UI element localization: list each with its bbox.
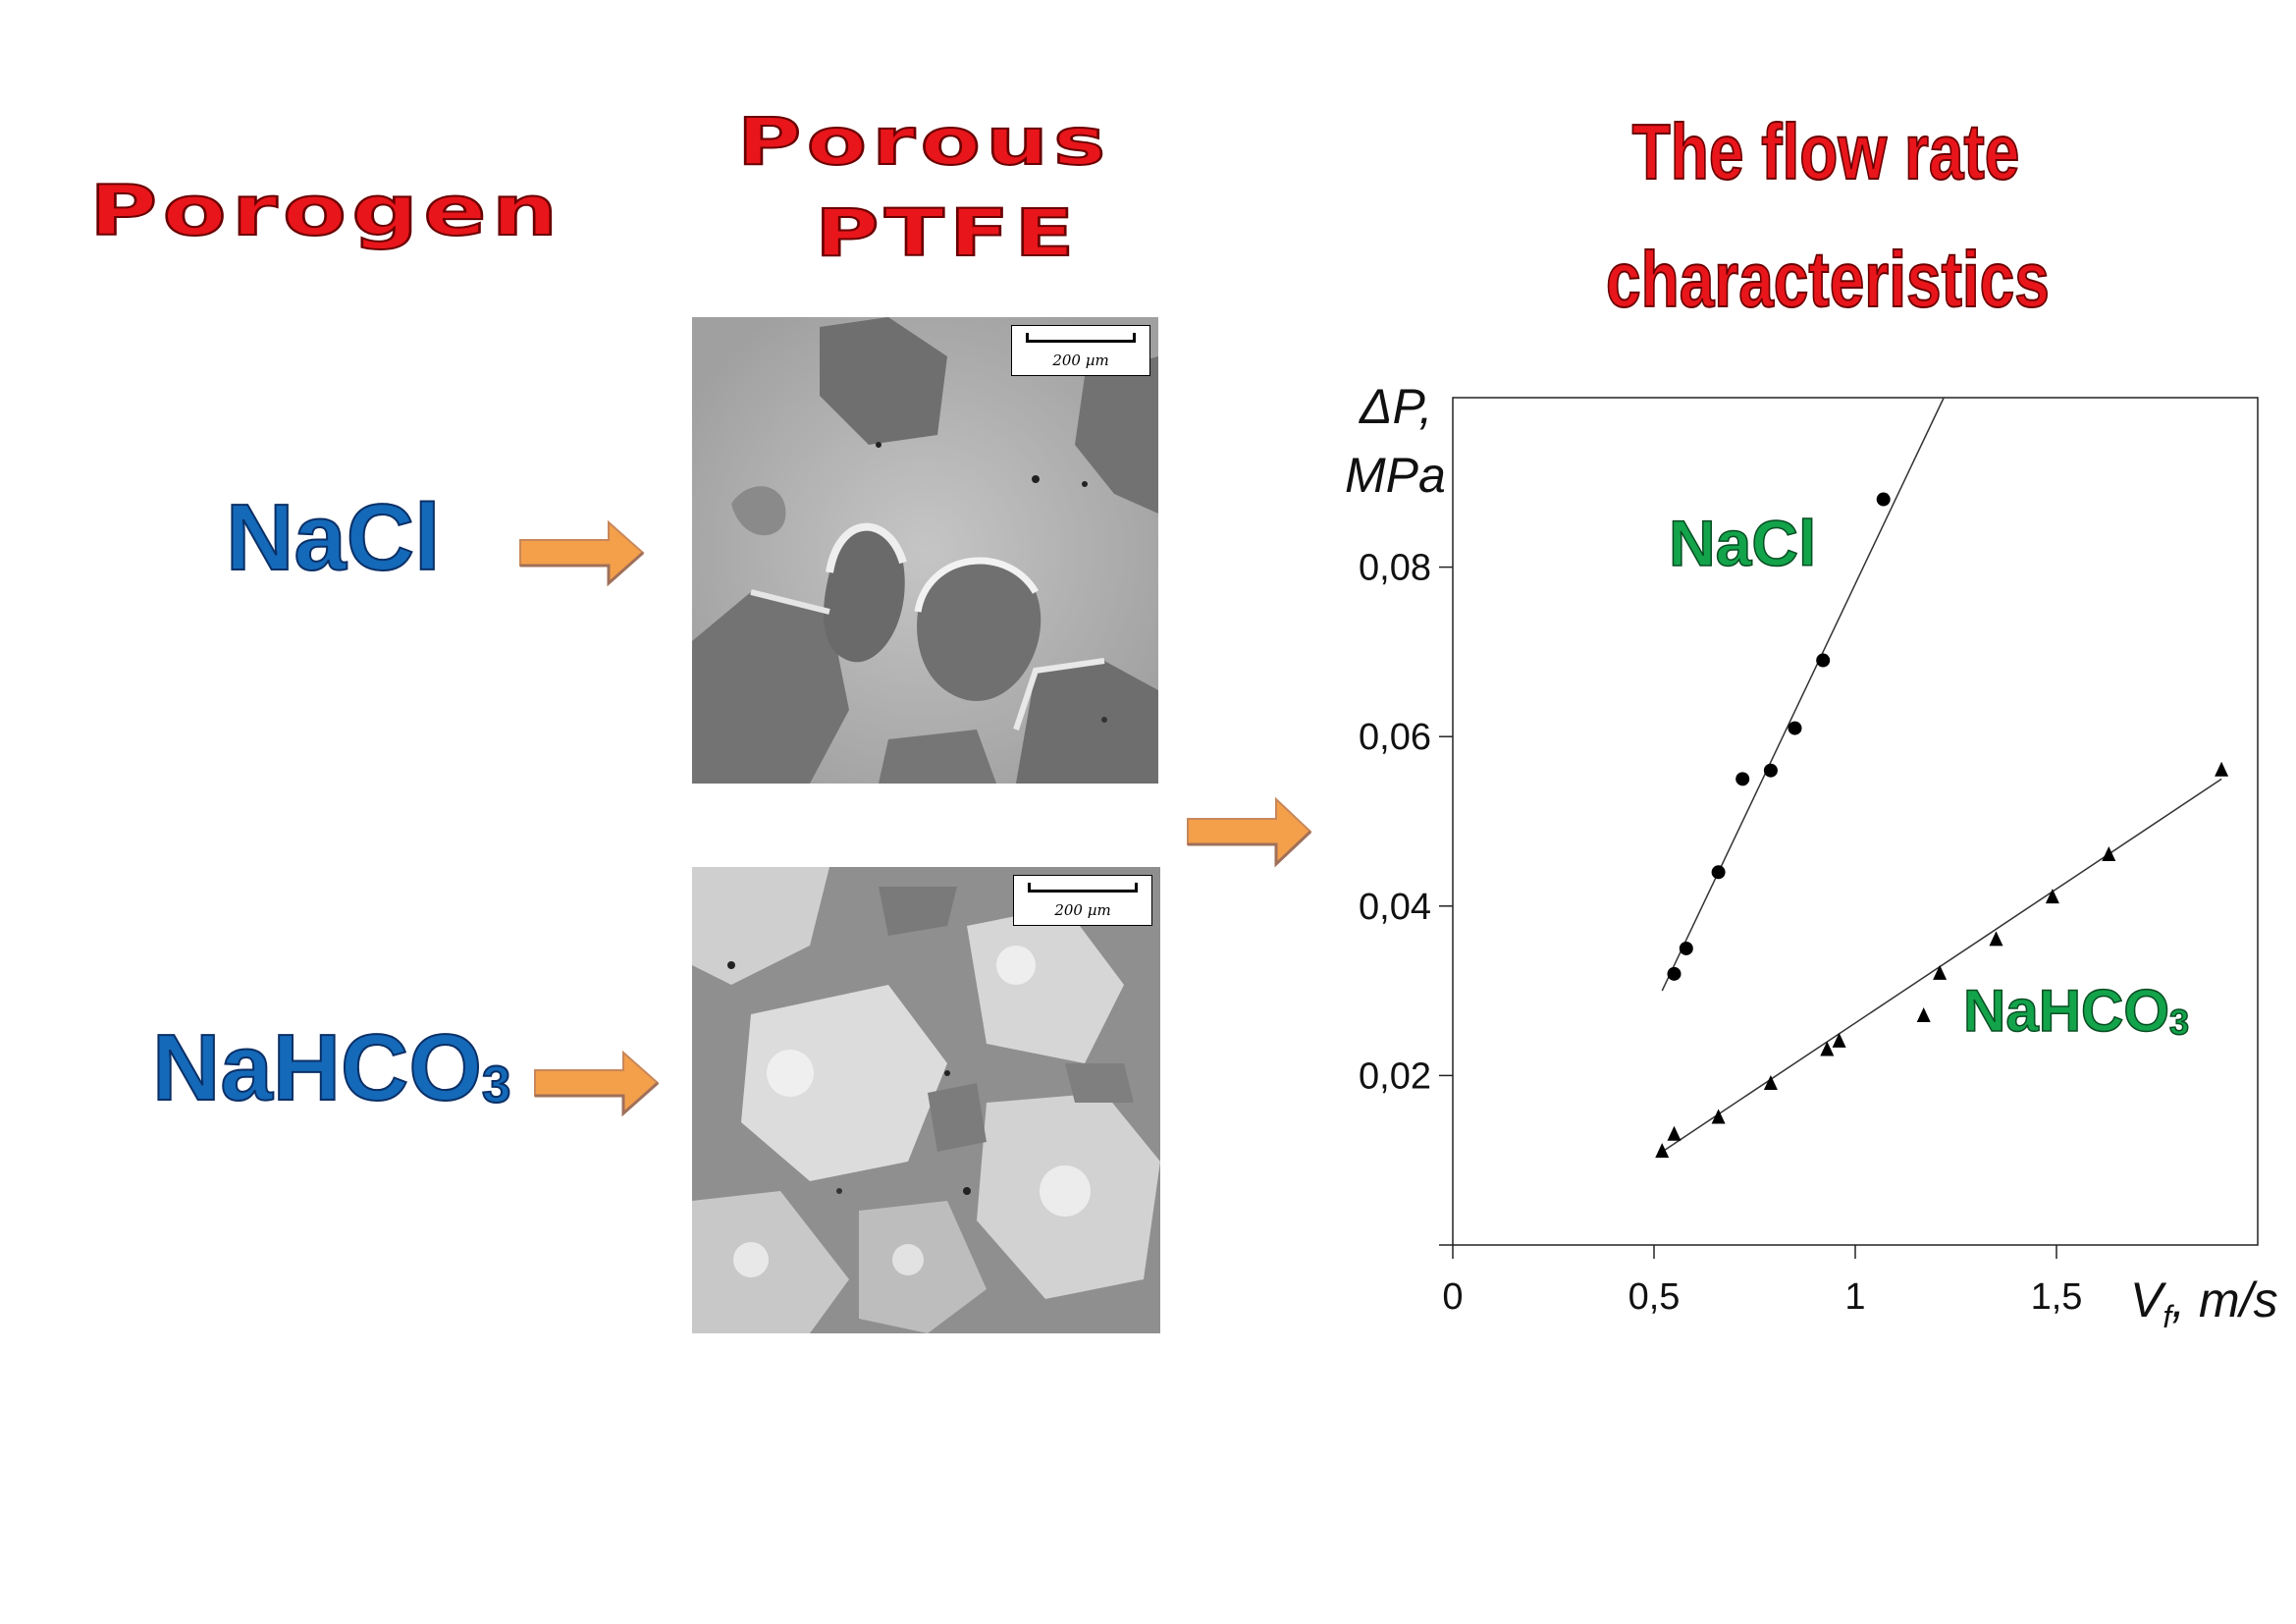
scale-bar-bottom: 200 µm: [1013, 875, 1152, 926]
scale-bar-top: 200 µm: [1011, 325, 1150, 376]
x-tick-label: 0: [1442, 1276, 1463, 1318]
data-point-circle: [1667, 966, 1682, 981]
micrograph-nahco3-ptfe: 200 µm: [692, 867, 1160, 1333]
fit-line-0: [1661, 397, 1945, 992]
series-label-nacl-main: NaCl: [1668, 507, 1817, 579]
y-axis-label-line1: ΔP,: [1360, 379, 1433, 434]
x-axis-label-unit: , m/s: [2171, 1272, 2278, 1327]
data-point-circle: [1763, 763, 1778, 778]
porogen-nahco3-sub: 3: [481, 1056, 511, 1114]
fit-line-1: [1661, 778, 2222, 1153]
data-point-triangle: [2102, 846, 2116, 862]
data-point-triangle: [1711, 1109, 1726, 1124]
series-label-nahco3: NaHCO3: [1962, 981, 2190, 1043]
data-point-triangle: [1667, 1125, 1682, 1141]
plot-frame: [1452, 397, 2259, 1246]
arrow-ptfe-to-chart-icon: [1187, 796, 1312, 868]
header-porous-ptfe-line1: Porous: [736, 104, 1111, 180]
data-point-circle: [1711, 865, 1726, 880]
arrow-nahco3-to-ptfe-icon: [534, 1050, 660, 1117]
data-point-triangle: [1655, 1143, 1670, 1159]
data-point-triangle: [2215, 761, 2229, 777]
y-tick-label: 0,04: [1359, 887, 1431, 928]
x-axis-label: Vf, m/s: [2130, 1272, 2278, 1335]
scale-bar-top-label: 200 µm: [1052, 352, 1109, 369]
x-tick-label: 1: [1844, 1276, 1865, 1318]
header-flow-rate-line2: characteristics: [1605, 236, 2050, 323]
micrograph-nahco3-image: [692, 867, 1160, 1333]
data-point-triangle: [2045, 889, 2059, 904]
x-tick-label: 1,5: [2031, 1276, 2083, 1318]
data-point-triangle: [1916, 1006, 1931, 1022]
data-point-circle: [1788, 721, 1802, 735]
micrograph-nacl-ptfe: 200 µm: [692, 317, 1158, 784]
header-porous-ptfe-line2: PTFE: [814, 195, 1080, 271]
arrow-nacl-to-ptfe-icon: [519, 519, 645, 587]
x-axis-label-main: V: [2130, 1272, 2163, 1327]
porogen-nahco3-main: NaHCO: [151, 1015, 483, 1120]
data-point-triangle: [1832, 1032, 1846, 1048]
y-tick-label: 0,06: [1359, 717, 1431, 758]
data-point-circle: [1735, 772, 1750, 786]
data-point-circle: [1679, 941, 1693, 955]
y-axis-label-line2: MPa: [1345, 448, 1446, 503]
x-tick-label: 0,5: [1629, 1276, 1681, 1318]
porogen-nacl-label: NaCl: [225, 485, 442, 590]
data-point-triangle: [1763, 1075, 1778, 1091]
x-axis-label-sub: f: [2163, 1299, 2172, 1334]
header-flow-rate-line1: The flow rate: [1631, 108, 2020, 195]
data-point-triangle: [1989, 931, 2003, 947]
series-label-nahco3-main: NaHCO: [1962, 978, 2170, 1044]
series-label-nahco3-sub: 3: [2168, 1001, 2190, 1043]
porogen-nahco3-label: NaHCO3: [151, 1020, 511, 1116]
data-point-triangle: [1933, 964, 1948, 980]
scale-bar-bottom-label: 200 µm: [1054, 901, 1111, 919]
data-point-circle: [1816, 653, 1831, 668]
y-tick-label: 0,02: [1359, 1056, 1431, 1097]
data-point-circle: [1876, 492, 1891, 507]
series-label-nacl: NaCl: [1668, 510, 1817, 576]
data-point-triangle: [1820, 1041, 1835, 1056]
micrograph-nacl-image: [692, 317, 1158, 784]
y-tick-label: 0,08: [1359, 548, 1431, 589]
